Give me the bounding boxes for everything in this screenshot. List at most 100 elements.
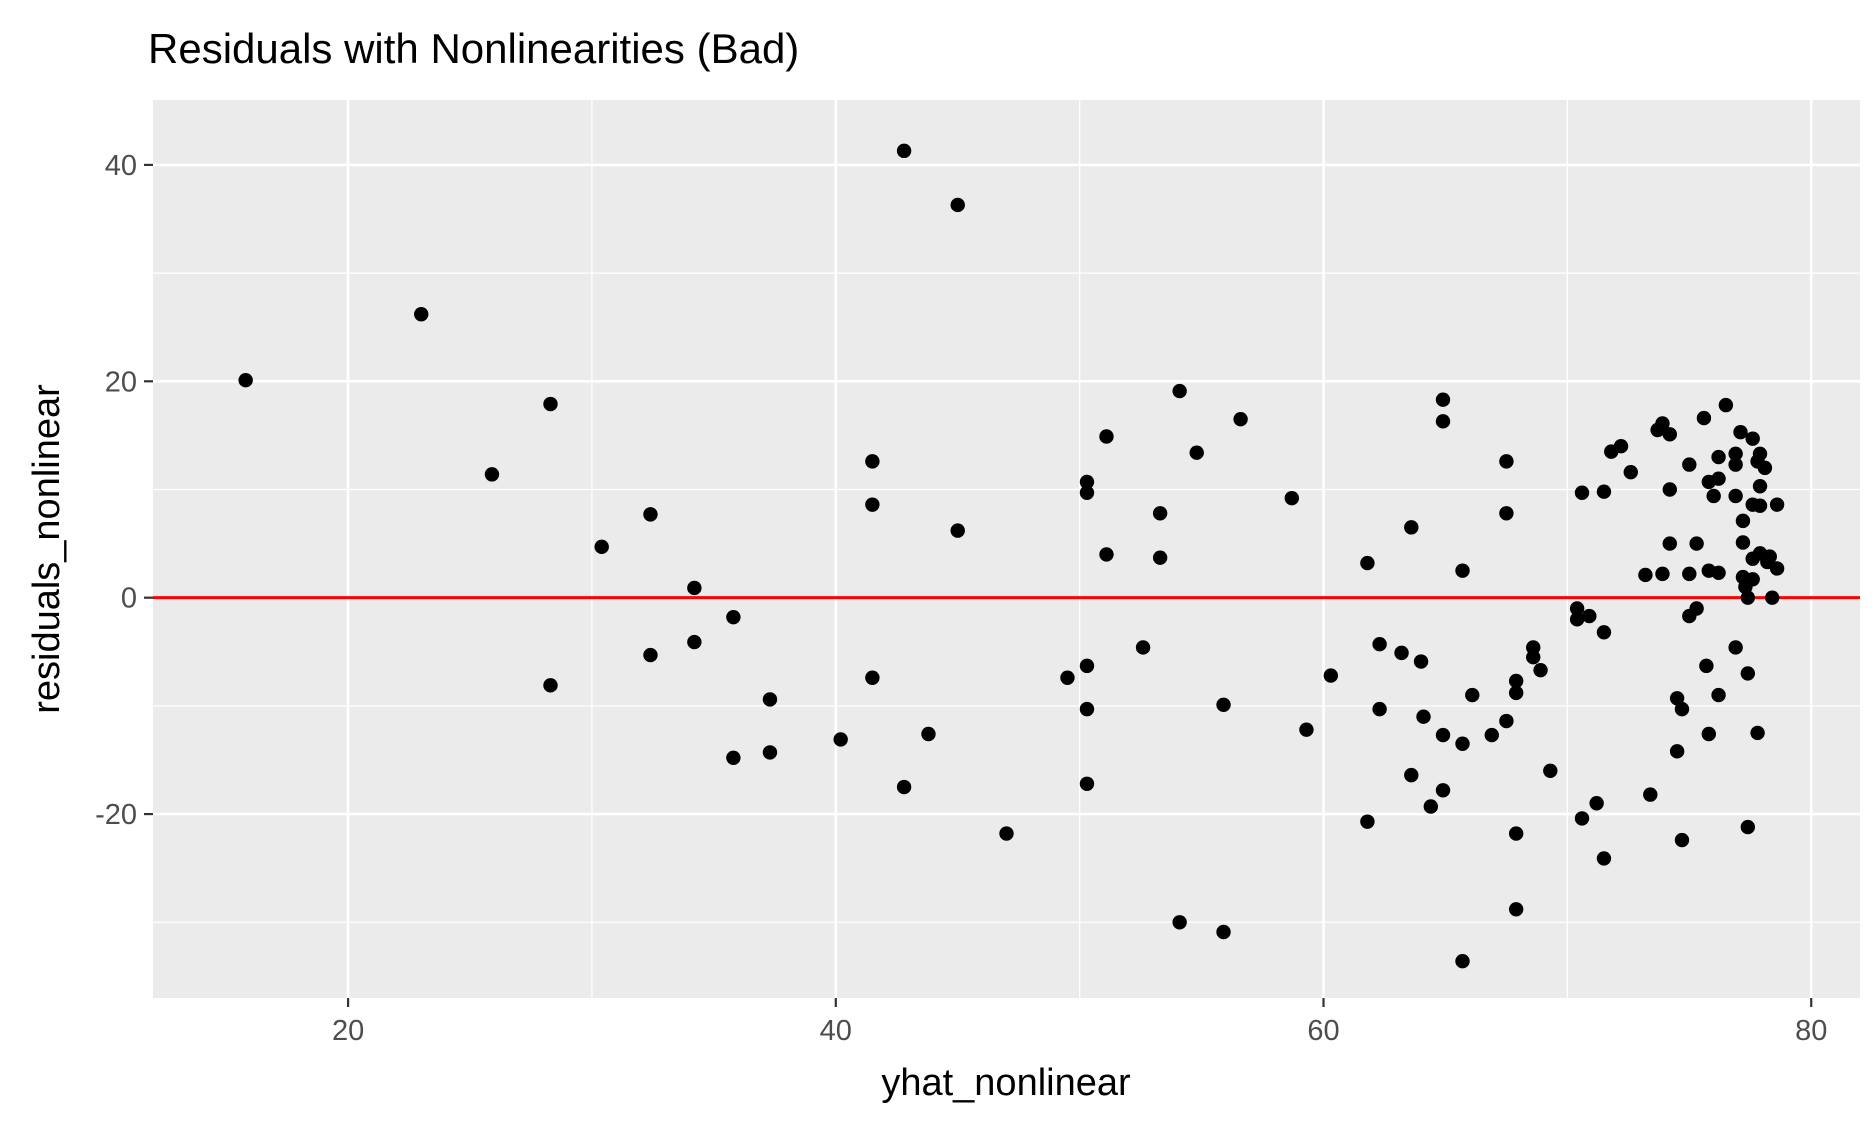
x-tick-label: 40 (820, 1015, 852, 1047)
data-point (1740, 666, 1756, 681)
data-point (1508, 685, 1524, 701)
data-point (1733, 424, 1748, 440)
data-point (950, 197, 965, 213)
data-point (1706, 488, 1721, 504)
data-point (1757, 460, 1773, 476)
data-point (1499, 713, 1514, 729)
data-point (1638, 567, 1653, 583)
data-point (950, 523, 965, 538)
x-tick-label: 60 (1307, 1015, 1339, 1047)
data-point (1728, 457, 1743, 472)
data-point (1152, 550, 1168, 565)
data-point (1701, 726, 1717, 742)
data-point (643, 507, 658, 522)
data-point (1740, 590, 1756, 605)
data-point (1404, 767, 1419, 783)
plot-panel (153, 100, 1860, 998)
y-tick-label: 40 (105, 150, 137, 182)
data-point (543, 678, 558, 693)
data-point (1718, 397, 1734, 413)
data-point (1728, 446, 1743, 461)
data-point (1696, 410, 1712, 426)
data-point (1574, 485, 1590, 500)
data-point (687, 580, 702, 596)
data-point (1750, 725, 1765, 741)
data-point (1569, 601, 1585, 616)
data-point (1360, 814, 1375, 829)
data-point (1172, 915, 1187, 930)
data-point (1662, 536, 1677, 551)
y-tick-label: -20 (95, 799, 137, 831)
data-point (1079, 485, 1095, 500)
x-axis: 20 40 60 80 (332, 998, 1827, 1047)
data-point (687, 634, 702, 650)
data-point (1682, 457, 1697, 472)
data-point (1765, 590, 1780, 605)
data-point (1323, 668, 1339, 683)
data-point (594, 539, 609, 555)
data-point (762, 692, 778, 707)
data-point (1740, 819, 1756, 835)
data-point (1533, 662, 1548, 678)
data-point (1689, 536, 1704, 551)
data-point (1662, 427, 1677, 442)
data-points (238, 143, 1785, 969)
data-point (1079, 474, 1095, 490)
data-point (1596, 851, 1612, 866)
data-point (1508, 673, 1524, 689)
data-point (1423, 799, 1439, 814)
data-point (1735, 513, 1751, 529)
data-point (1752, 446, 1768, 461)
data-point (1526, 649, 1541, 665)
data-point (1769, 497, 1785, 512)
data-point (1711, 449, 1726, 465)
data-point (1689, 601, 1704, 616)
y-axis-title: residuals_nonlinear (26, 384, 68, 714)
data-point (1728, 488, 1743, 504)
data-point (1752, 479, 1768, 494)
x-tick-label: 80 (1795, 1015, 1827, 1047)
data-point (1435, 392, 1451, 407)
data-point (1152, 506, 1168, 521)
data-point (1135, 640, 1151, 655)
data-point (1655, 416, 1670, 431)
data-point (1762, 549, 1777, 564)
y-tick-label: 20 (105, 366, 137, 398)
data-point (1484, 727, 1499, 743)
data-point (1643, 787, 1658, 802)
data-point (1435, 727, 1451, 743)
data-point (1745, 572, 1760, 587)
data-point (1413, 654, 1429, 669)
data-point (1172, 383, 1187, 399)
data-point (1543, 763, 1558, 778)
data-point (1728, 640, 1743, 655)
data-point (1079, 658, 1095, 674)
data-point (1613, 439, 1629, 454)
data-point (1189, 445, 1204, 460)
minor-gridlines (153, 100, 1860, 998)
data-point (1060, 670, 1075, 685)
data-point (1099, 547, 1114, 562)
data-point (1455, 954, 1470, 969)
data-point (1216, 924, 1231, 940)
data-point (1711, 471, 1726, 486)
data-point (865, 454, 880, 469)
data-point (1416, 709, 1431, 724)
data-point (1574, 811, 1590, 826)
data-point (1582, 608, 1597, 624)
data-point (1596, 625, 1612, 640)
data-point (1655, 566, 1670, 582)
data-point (1674, 832, 1690, 848)
data-point (1465, 687, 1480, 703)
data-point (238, 373, 253, 388)
data-point (1711, 565, 1726, 581)
data-point (1589, 796, 1604, 811)
data-point (833, 732, 848, 747)
data-point (1752, 498, 1768, 513)
data-point (1216, 697, 1231, 712)
data-point (1079, 776, 1095, 791)
major-gridlines (153, 100, 1860, 998)
data-point (1769, 561, 1785, 576)
data-point (999, 826, 1014, 841)
